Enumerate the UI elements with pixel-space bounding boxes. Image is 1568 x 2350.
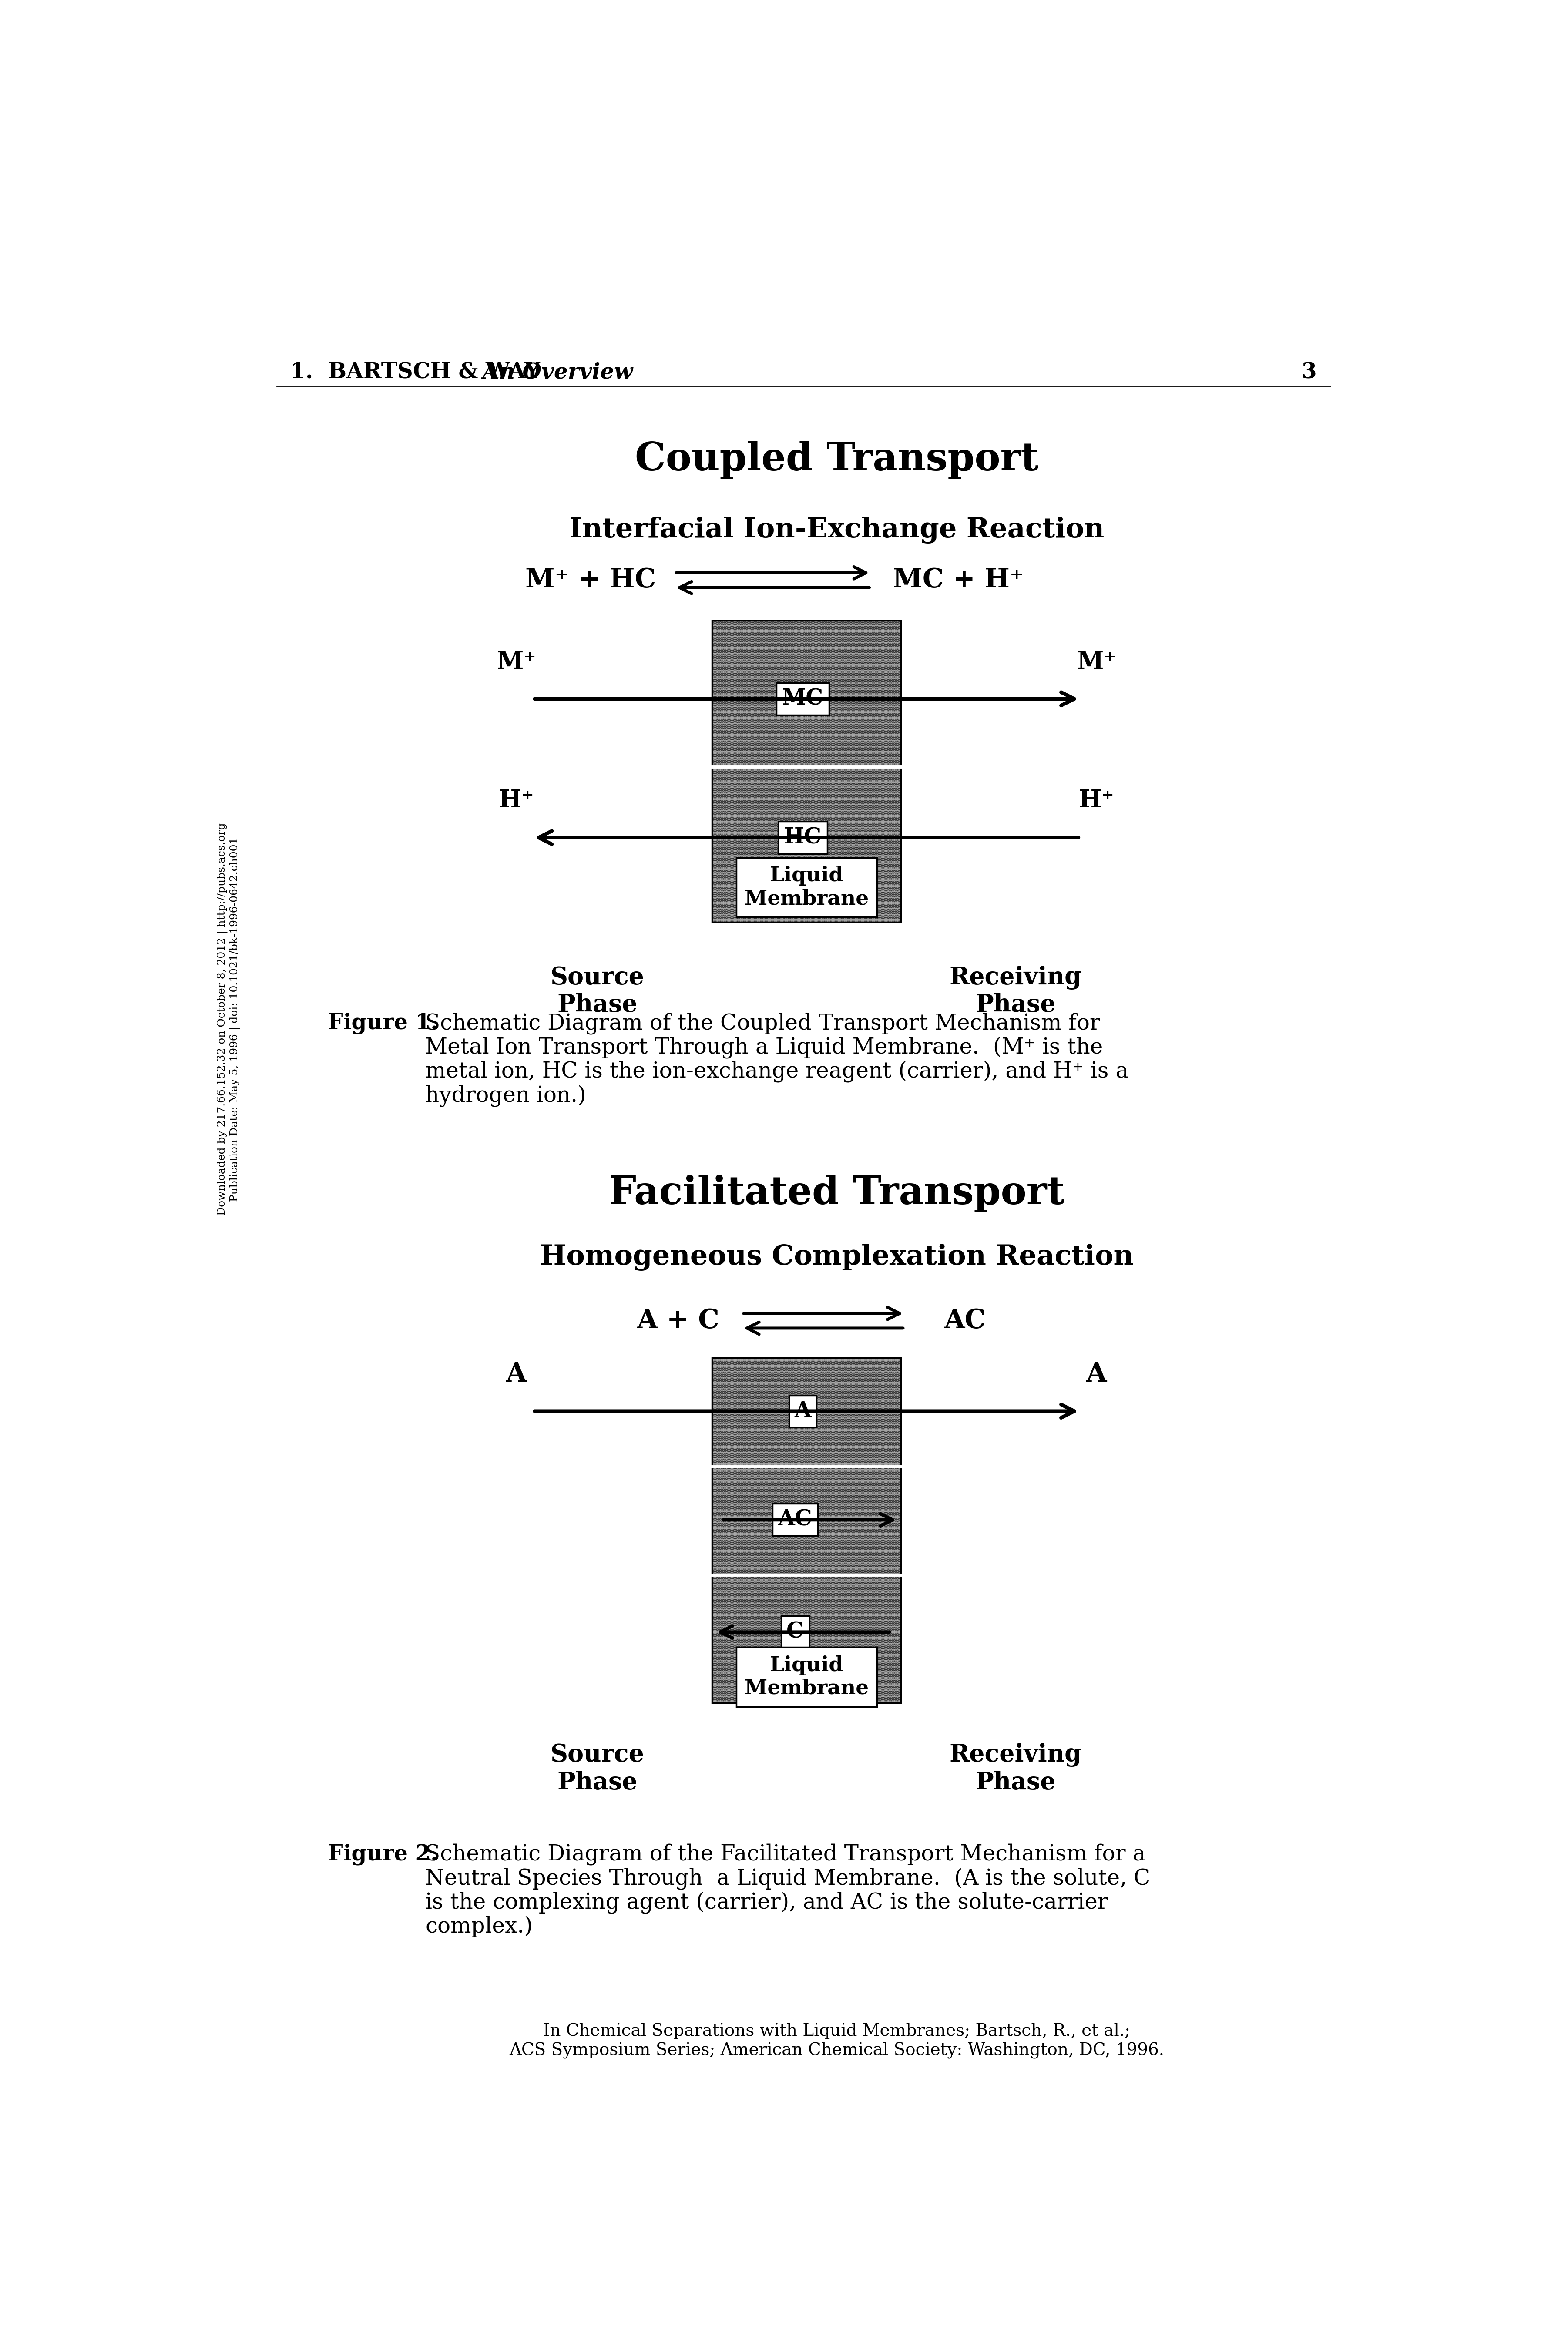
Text: Interfacial Ion-Exchange Reaction: Interfacial Ion-Exchange Reaction	[569, 517, 1104, 543]
Text: Metal Ion Transport Through a Liquid Membrane.  (M⁺ is the: Metal Ion Transport Through a Liquid Mem…	[425, 1036, 1104, 1058]
Text: MC: MC	[782, 689, 823, 710]
Text: hydrogen ion.): hydrogen ion.)	[425, 1086, 586, 1107]
Text: An Overview: An Overview	[483, 362, 633, 383]
Text: complex.): complex.)	[425, 1915, 533, 1936]
Text: A: A	[1087, 1361, 1107, 1386]
Text: Liquid
Membrane: Liquid Membrane	[745, 1654, 869, 1699]
Text: Source
Phase: Source Phase	[550, 966, 644, 1018]
Text: is the complexing agent (carrier), and AC is the solute-carrier: is the complexing agent (carrier), and A…	[425, 1892, 1109, 1913]
Text: C: C	[787, 1621, 804, 1643]
Text: M⁺: M⁺	[1077, 651, 1116, 674]
Text: A: A	[795, 1401, 811, 1422]
Text: Receiving
Phase: Receiving Phase	[950, 1744, 1082, 1795]
Text: H⁺: H⁺	[499, 790, 535, 813]
Text: Schematic Diagram of the Facilitated Transport Mechanism for a: Schematic Diagram of the Facilitated Tra…	[425, 1842, 1146, 1866]
Text: AC: AC	[778, 1509, 812, 1530]
Text: Figure 2.: Figure 2.	[328, 1842, 437, 1866]
Text: Schematic Diagram of the Coupled Transport Mechanism for: Schematic Diagram of the Coupled Transpo…	[425, 1013, 1101, 1034]
Text: A: A	[506, 1361, 527, 1386]
Text: Receiving
Phase: Receiving Phase	[950, 966, 1082, 1018]
Text: A + C: A + C	[637, 1307, 720, 1335]
Text: Liquid
Membrane: Liquid Membrane	[745, 865, 869, 909]
Text: AC: AC	[944, 1307, 986, 1335]
Text: M⁺: M⁺	[497, 651, 536, 674]
Text: Publication Date: May 5, 1996 | doi: 10.1021/bk-1996-0642.ch001: Publication Date: May 5, 1996 | doi: 10.…	[229, 837, 240, 1201]
Text: Coupled Transport: Coupled Transport	[635, 442, 1038, 479]
Text: Source
Phase: Source Phase	[550, 1744, 644, 1795]
Text: In Chemical Separations with Liquid Membranes; Bartsch, R., et al.;: In Chemical Separations with Liquid Memb…	[543, 2023, 1131, 2040]
Text: Facilitated Transport: Facilitated Transport	[608, 1175, 1065, 1213]
Text: 1.  BARTSCH & WAY: 1. BARTSCH & WAY	[290, 362, 541, 383]
Text: M⁺ + HC: M⁺ + HC	[525, 566, 655, 592]
Text: Neutral Species Through  a Liquid Membrane.  (A is the solute, C: Neutral Species Through a Liquid Membran…	[425, 1868, 1151, 1889]
Text: Homogeneous Complexation Reaction: Homogeneous Complexation Reaction	[539, 1243, 1134, 1271]
Text: MC + H⁺: MC + H⁺	[892, 566, 1024, 592]
Bar	[712, 620, 902, 921]
Text: HC: HC	[784, 827, 822, 848]
Bar	[712, 1358, 902, 1704]
Text: metal ion, HC is the ion-exchange reagent (carrier), and H⁺ is a: metal ion, HC is the ion-exchange reagen…	[425, 1060, 1129, 1083]
Text: Figure 1.: Figure 1.	[328, 1013, 437, 1034]
Text: Downloaded by 217.66.152.32 on October 8, 2012 | http://pubs.acs.org: Downloaded by 217.66.152.32 on October 8…	[216, 822, 227, 1215]
Text: ACS Symposium Series; American Chemical Society: Washington, DC, 1996.: ACS Symposium Series; American Chemical …	[510, 2042, 1165, 2059]
Text: H⁺: H⁺	[1079, 790, 1115, 813]
Text: 3: 3	[1301, 362, 1317, 383]
